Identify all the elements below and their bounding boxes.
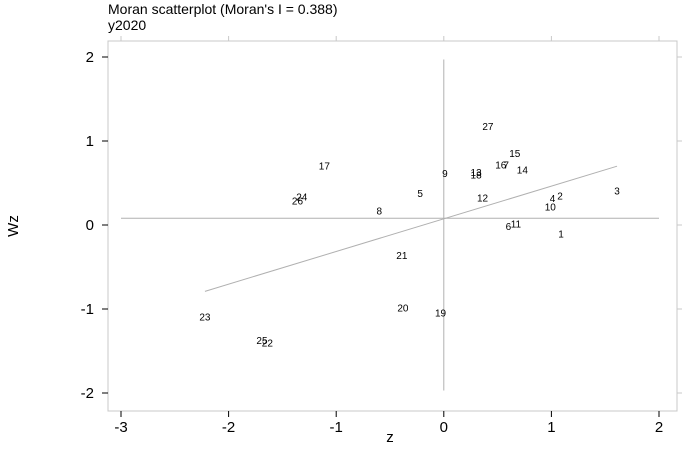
point-label: 1: [558, 229, 564, 240]
point-label: 6: [506, 222, 512, 233]
point-label: 11: [511, 219, 522, 230]
x-tick-label: 2: [655, 419, 663, 436]
point-label: 22: [262, 339, 274, 350]
point-label: 3: [614, 187, 620, 198]
point-label: 10: [545, 203, 557, 214]
point-label: 8: [376, 207, 382, 218]
x-tick-label: 0: [440, 419, 448, 436]
y-tick-label: -2: [81, 385, 94, 402]
point-label: 21: [396, 251, 408, 262]
point-label: 7: [503, 161, 509, 172]
regression-line: [204, 165, 618, 292]
x-tick-label: -1: [330, 419, 343, 436]
x-tick-label: -2: [222, 419, 235, 436]
point-label: 18: [471, 171, 483, 182]
point-label: 9: [442, 169, 448, 180]
point-label: 5: [417, 189, 423, 200]
y-tick-label: 1: [86, 133, 94, 150]
point-label: 17: [319, 161, 331, 172]
x-tick-label: -3: [114, 419, 127, 436]
point-label: 15: [509, 149, 521, 160]
point-label: 19: [435, 308, 447, 319]
x-axis-title: z: [386, 429, 394, 446]
point-label: 14: [517, 166, 529, 177]
point-label: 24: [296, 192, 308, 203]
point-label: 26: [292, 197, 304, 208]
y-tick-label: 0: [86, 217, 94, 234]
chart-title-block: Moran scatterplot (Moran's I = 0.388) y2…: [108, 1, 338, 33]
point-label: 20: [397, 303, 409, 314]
point-label: 4: [550, 194, 556, 205]
x-tick-label: 1: [547, 419, 555, 436]
y-tick-label: 2: [86, 49, 94, 66]
point-label: 27: [482, 122, 494, 133]
chart-title: Moran scatterplot (Moran's I = 0.388): [108, 1, 338, 17]
point-label: 2: [557, 192, 563, 203]
y-tick-label: -1: [81, 301, 94, 318]
point-label: 13: [471, 168, 483, 179]
point-label: 16: [495, 161, 507, 172]
point-label: 25: [256, 336, 268, 347]
point-label: 12: [477, 193, 489, 204]
point-label: 23: [199, 313, 211, 324]
chart-subtitle: y2020: [108, 17, 147, 33]
plot-frame: [107, 40, 678, 412]
y-axis-title: Wz: [5, 215, 22, 237]
